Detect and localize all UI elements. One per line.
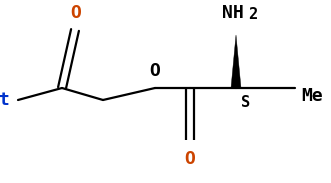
Text: 2: 2 xyxy=(248,7,257,22)
Text: Me: Me xyxy=(301,87,323,105)
Text: O: O xyxy=(71,4,81,22)
Text: O: O xyxy=(150,62,161,80)
Text: O: O xyxy=(185,150,195,168)
Text: NH: NH xyxy=(222,4,244,22)
Text: Et: Et xyxy=(0,91,10,109)
Text: S: S xyxy=(241,95,250,110)
Polygon shape xyxy=(231,35,241,88)
